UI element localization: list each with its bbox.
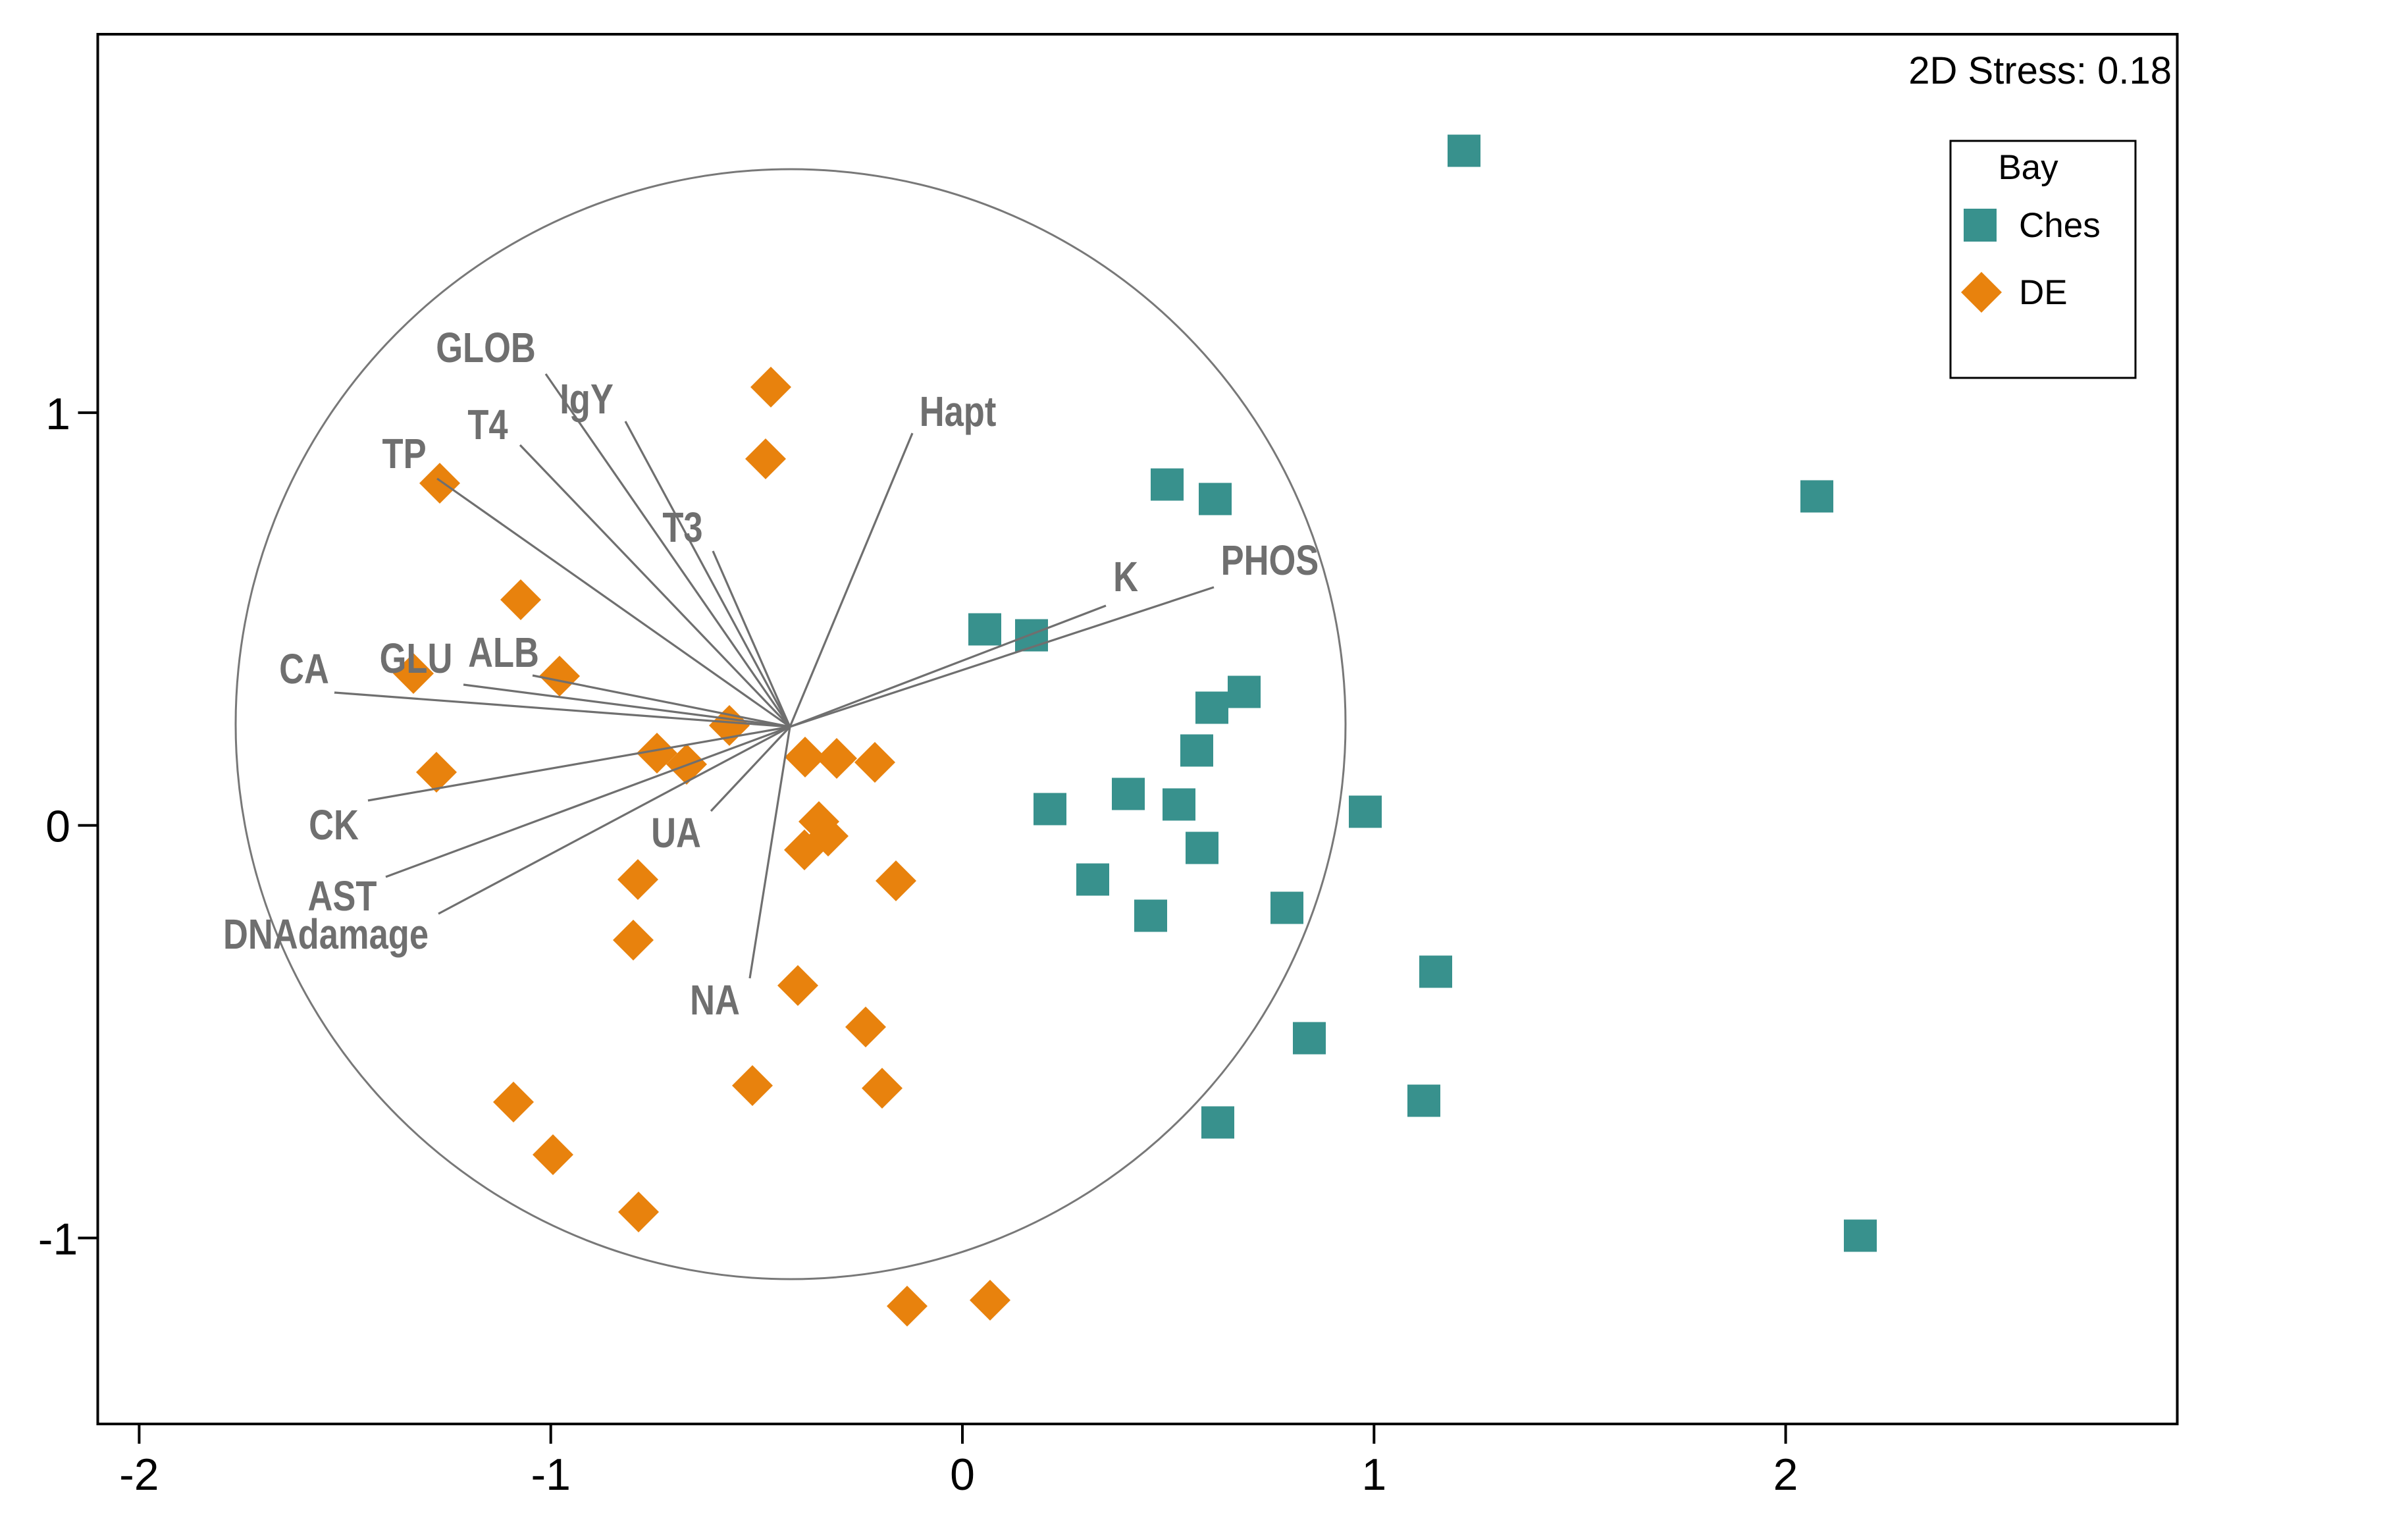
svg-text:GLOB: GLOB: [436, 324, 536, 371]
svg-text:IgY: IgY: [560, 375, 614, 423]
svg-text:DNAdamage: DNAdamage: [223, 910, 429, 958]
svg-text:-1: -1: [38, 1215, 78, 1265]
svg-text:2: 2: [1773, 1450, 1798, 1500]
svg-text:1: 1: [45, 389, 70, 439]
svg-text:T4: T4: [467, 401, 508, 448]
svg-text:1: 1: [1361, 1450, 1386, 1500]
svg-text:T3: T3: [662, 504, 702, 551]
svg-text:DE: DE: [2019, 273, 2068, 312]
svg-text:-2: -2: [119, 1450, 159, 1500]
svg-text:0: 0: [45, 802, 70, 852]
svg-text:ALB: ALB: [468, 629, 539, 676]
svg-text:Bay: Bay: [1998, 148, 2058, 187]
svg-text:-1: -1: [531, 1450, 570, 1500]
svg-text:CA: CA: [279, 645, 329, 693]
svg-text:UA: UA: [651, 809, 701, 856]
svg-text:PHOS: PHOS: [1221, 537, 1319, 584]
svg-text:AST: AST: [308, 872, 377, 920]
svg-text:NA: NA: [690, 976, 740, 1024]
svg-text:TP: TP: [382, 430, 427, 477]
svg-text:Ches: Ches: [2019, 206, 2101, 245]
svg-text:GLU: GLU: [380, 635, 453, 682]
svg-text:CK: CK: [309, 801, 359, 849]
svg-text:K: K: [1113, 553, 1138, 600]
svg-text:Hapt: Hapt: [920, 388, 997, 435]
svg-text:2D Stress: 0.18: 2D Stress: 0.18: [1908, 49, 2172, 92]
svg-text:0: 0: [950, 1450, 975, 1500]
